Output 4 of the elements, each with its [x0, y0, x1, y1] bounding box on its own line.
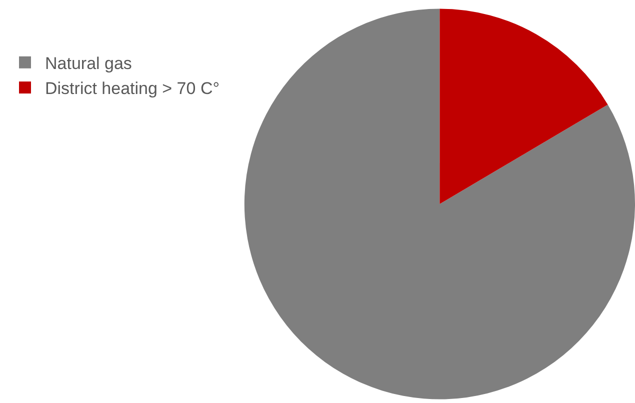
legend-label: District heating > 70 C° — [45, 79, 220, 98]
pie-slice — [244, 8, 635, 399]
legend-label: Natural gas — [45, 54, 132, 73]
pie-slice — [440, 8, 608, 204]
